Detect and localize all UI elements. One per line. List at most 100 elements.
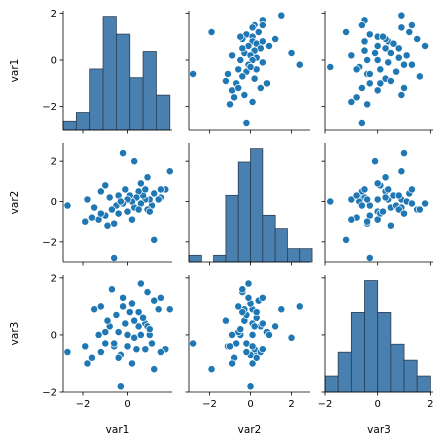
scatter-point-var2-var3-15 bbox=[394, 191, 403, 200]
scatter-point-var3-var1-4 bbox=[150, 296, 159, 305]
scatter-point-var3-var2-46 bbox=[221, 316, 230, 325]
scatter-point-var2-var3-43 bbox=[400, 209, 408, 218]
scatter-point-var1-var3-29 bbox=[397, 91, 406, 99]
hist-bar-var3-1 bbox=[337, 351, 352, 393]
scatter-point-var1-var3-46 bbox=[386, 77, 395, 85]
scatter-point-var3-var2-25 bbox=[250, 322, 259, 331]
scatter-point-var3-var1-40 bbox=[101, 328, 110, 337]
scatter-point-var2-var1-42 bbox=[141, 185, 150, 194]
scatter-point-var3-var2-39 bbox=[207, 365, 216, 374]
scatter-point-var2-var3-32 bbox=[363, 217, 372, 226]
scatter-point-var3-var1-9 bbox=[139, 313, 148, 322]
scatter-point-var1-var2-42 bbox=[258, 37, 267, 46]
scatter-point-var1-var2-38 bbox=[189, 70, 198, 78]
scatter-point-var3-var1-39 bbox=[150, 365, 159, 374]
hist-bar-var1-3 bbox=[102, 16, 117, 131]
scatter-point-var1-var3-38 bbox=[365, 70, 374, 78]
scatter-point-var2-var3-46 bbox=[386, 221, 395, 230]
scatter-point-var3-var1-12 bbox=[132, 345, 141, 354]
scatter-point-var2-var1-18 bbox=[121, 185, 130, 194]
scatter-point-var3-var1-42 bbox=[141, 345, 150, 354]
scatter-point-var2-var1-27 bbox=[96, 187, 105, 196]
hist-bar-var3-4 bbox=[377, 312, 392, 393]
hist-bar-var1-0 bbox=[62, 120, 77, 131]
scatter-point-var1-var3-22 bbox=[392, 67, 401, 76]
scatter-point-var2-var3-28 bbox=[373, 215, 382, 224]
scatter-point-var1-var2-32 bbox=[226, 100, 234, 109]
scatter-point-var1-var2-4 bbox=[254, 28, 263, 36]
scatter-point-var2-var1-4 bbox=[150, 189, 159, 198]
scatter-point-var2-var3-17 bbox=[363, 195, 372, 204]
scatter-point-var3-var2-33 bbox=[242, 348, 251, 356]
panel-var2-vs-var1: −2 0 2 bbox=[42, 143, 174, 266]
scatter-point-var1-var3-12 bbox=[360, 46, 369, 55]
scatter-point-var3-var1-44 bbox=[128, 359, 136, 368]
scatter-point-var3-var1-22 bbox=[112, 311, 121, 319]
hist-bar-var1-5 bbox=[129, 77, 144, 131]
scatter-point-var3-var1-28 bbox=[94, 330, 103, 339]
scatter-point-var2-var3-37 bbox=[394, 205, 403, 214]
scatter-point-var1-var3-16 bbox=[373, 56, 382, 64]
scatter-point-var3-var1-26 bbox=[101, 339, 110, 348]
scatter-point-var1-var2-36 bbox=[295, 60, 304, 69]
scatter-point-var1-var3-36 bbox=[400, 60, 408, 69]
scatter-point-var1-var3-4 bbox=[405, 28, 414, 36]
y-tick-label: 2 bbox=[51, 9, 57, 20]
scatter-point-var1-var3-37 bbox=[394, 44, 403, 53]
x-tick-label: −2 bbox=[318, 399, 333, 410]
scatter-point-var2-var3-47 bbox=[373, 179, 382, 188]
scatter-point-var1-var2-45 bbox=[258, 21, 267, 29]
scatter-point-var3-var1-15 bbox=[125, 308, 134, 317]
hist-bar-var2-5 bbox=[250, 148, 264, 263]
scatter-point-var2-var3-31 bbox=[347, 195, 356, 204]
scatter-point-var2-var1-33 bbox=[63, 201, 72, 210]
scatter-point-var2-var1-45 bbox=[156, 185, 165, 194]
scatter-point-var2-var1-24 bbox=[107, 205, 116, 214]
scatter-point-var3-var1-17 bbox=[123, 342, 132, 351]
x-tick-label: 0 bbox=[247, 399, 253, 410]
x-tick-label: 2 bbox=[288, 399, 294, 410]
scatter-point-var3-var1-33 bbox=[63, 348, 72, 356]
x-axis-label-var2: var2 bbox=[238, 424, 262, 436]
scatter-point-var2-var3-45 bbox=[407, 185, 416, 194]
hist-bar-var1-2 bbox=[89, 68, 104, 131]
scatter-point-var1-var3-39 bbox=[342, 28, 351, 36]
y-axis-label-var2: var2 bbox=[9, 191, 21, 215]
scatter-point-var2-var1-44 bbox=[128, 215, 136, 224]
y-tick-label: −2 bbox=[42, 102, 57, 113]
scatter-point-var1-var2-23 bbox=[224, 70, 232, 78]
scatter-point-var3-var1-24 bbox=[107, 285, 116, 294]
scatter-point-var2-var3-35 bbox=[381, 173, 390, 182]
scatter-point-var2-var3-44 bbox=[347, 215, 356, 224]
scatter-point-var3-var1-49 bbox=[145, 325, 154, 334]
scatter-point-var1-var2-16 bbox=[236, 56, 245, 64]
scatter-point-var1-var2-25 bbox=[250, 74, 259, 83]
hist-bar-var3-7 bbox=[416, 375, 431, 393]
y-tick-label: 0 bbox=[51, 330, 57, 341]
scatter-point-var2-var1-29 bbox=[90, 203, 99, 212]
hist-bar-var2-2 bbox=[213, 254, 227, 263]
scatter-point-var3-var1-31 bbox=[83, 359, 92, 368]
scatter-point-var2-var1-32 bbox=[81, 217, 90, 226]
scatter-point-var1-var2-27 bbox=[256, 84, 265, 92]
scatter-point-var3-var1-46 bbox=[103, 316, 112, 325]
scatter-point-var1-var3-34 bbox=[371, 49, 379, 57]
scatter-point-var2-var3-33 bbox=[357, 201, 366, 210]
scatter-point-var3-var2-32 bbox=[226, 342, 234, 351]
scatter-point-var1-var2-49 bbox=[236, 32, 245, 41]
scatter-point-var3-var2-48 bbox=[246, 382, 255, 391]
scatter-point-var3-var1-30 bbox=[87, 353, 96, 362]
scatter-point-var2-var1-3 bbox=[154, 195, 163, 204]
scatter-point-var3-var2-45 bbox=[258, 293, 267, 302]
scatter-point-var2-var1-40 bbox=[101, 181, 110, 190]
scatter-point-var3-var2-42 bbox=[258, 345, 267, 354]
scatter-point-var2-var1-34 bbox=[130, 157, 139, 166]
scatter-point-var3-var2-35 bbox=[271, 322, 280, 331]
hist-bar-var3-5 bbox=[390, 343, 405, 393]
scatter-point-var1-var3-31 bbox=[347, 98, 356, 106]
scatter-point-var1-var2-47 bbox=[265, 42, 273, 50]
panel-var3-vs-var3: −2 0 2 bbox=[318, 275, 434, 410]
scatter-point-var3-var1-16 bbox=[123, 330, 132, 339]
scatter-point-var1-var3-13 bbox=[386, 49, 395, 57]
scatter-point-var3-var1-13 bbox=[130, 316, 139, 325]
